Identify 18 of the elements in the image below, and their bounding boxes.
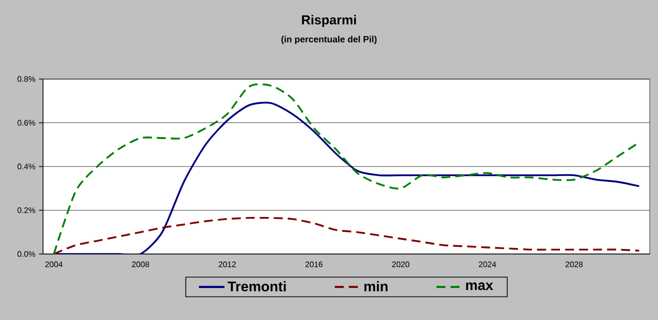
line-series [52,216,640,254]
legend-label: max [466,282,494,290]
chart-subtitle: (in percentuale del Pil) [281,36,377,44]
y-tick-label: 0.8% [18,76,36,82]
y-tick-label: 0.0% [18,251,36,257]
y-tick-label: 0.4% [18,164,36,170]
x-tick-label: 2024 [478,262,496,268]
y-tick-label: 0.2% [18,207,36,214]
x-tick-label: 2012 [218,262,236,268]
chart-title: Risparmi [302,14,356,28]
legend-label: Tremonti [228,281,286,292]
x-tick-label: 2016 [305,262,323,268]
y-tick-label: 0.6% [18,120,36,126]
x-tick-label: 2020 [392,262,410,268]
legend-label: min [364,281,388,292]
x-tick-label: 2028 [566,262,583,268]
x-tick-label: 2008 [132,262,150,268]
x-tick-label: 2004 [45,262,63,268]
